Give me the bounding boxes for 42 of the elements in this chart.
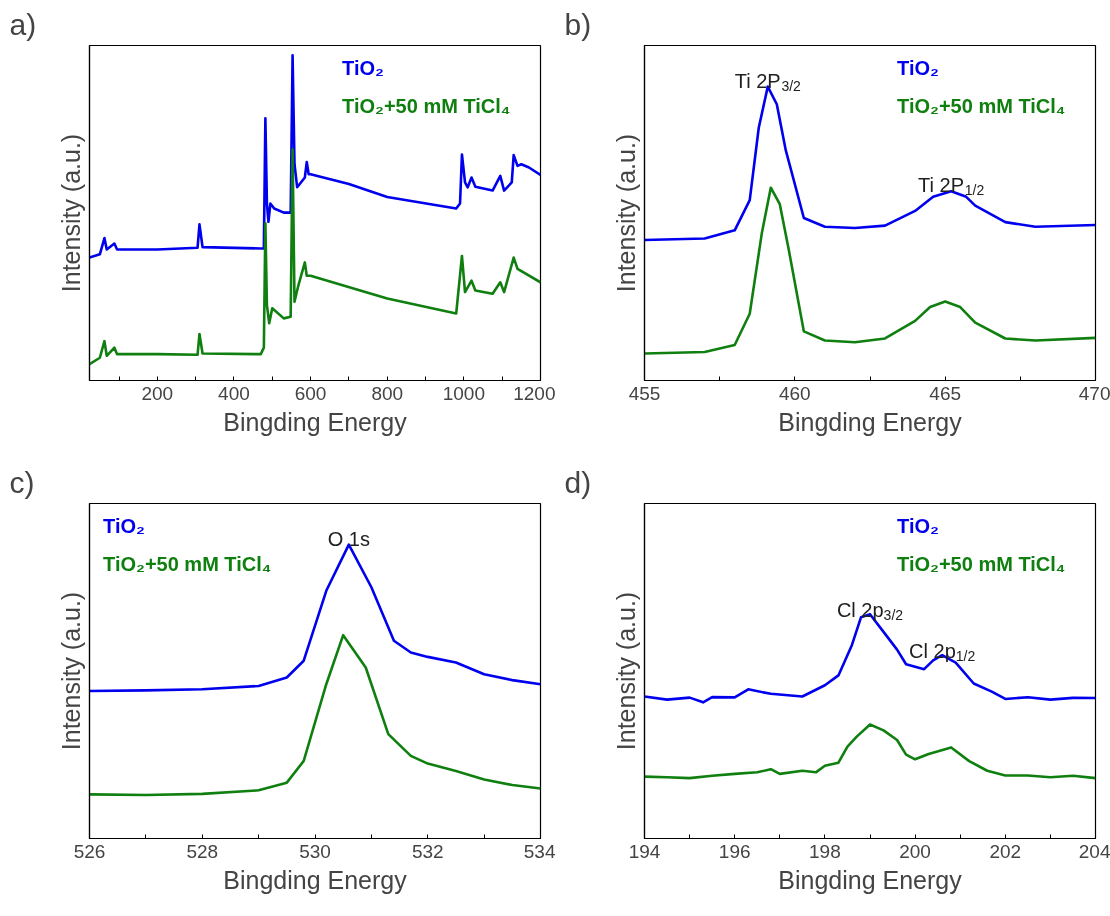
text: TiO₂+50 mM TiCl₄ <box>342 94 511 117</box>
y-axis-title: Intensity (a.u.) <box>56 591 85 751</box>
x-tick-label: 528 <box>186 840 219 862</box>
annotation: O 1s <box>327 527 370 550</box>
x-tick-label: 200 <box>899 840 931 862</box>
x-tick-label: 526 <box>73 840 106 862</box>
x-tick-label: 400 <box>218 382 250 404</box>
x-tick-label: 194 <box>628 840 661 862</box>
x-axis-title: Bingding Energy <box>223 407 408 436</box>
x-tick-label: 455 <box>628 382 661 404</box>
x-tick-label: 532 <box>411 840 444 862</box>
x-tick-label: 1000 <box>442 382 486 404</box>
x-tick-label: 196 <box>718 840 751 862</box>
text: TiO₂+50 mM TiCl₄ <box>103 552 272 575</box>
y-axis-title: Intensity (a.u.) <box>611 133 640 293</box>
text: TiO₂ <box>103 515 145 538</box>
x-tick-label: 1200 <box>513 382 556 404</box>
y-axis-title: Intensity (a.u.) <box>56 133 85 293</box>
text: TiO₂+50 mM TiCl₄ <box>897 552 1066 575</box>
text: TiO₂ <box>897 57 939 80</box>
chart-title: c) <box>9 465 35 499</box>
chart-title: b) <box>564 7 592 41</box>
chart-title: d) <box>564 465 592 499</box>
chart-title: a) <box>9 7 37 41</box>
x-tick-label: 465 <box>929 382 962 404</box>
x-tick-label: 200 <box>141 382 174 404</box>
x-tick-label: 800 <box>371 382 404 404</box>
x-tick-label: 198 <box>809 840 841 862</box>
x-tick-label: 204 <box>1078 840 1110 862</box>
x-axis-title: Bingding Energy <box>778 407 963 436</box>
x-axis-title: Bingding Energy <box>778 865 963 894</box>
x-tick-label: 202 <box>989 840 1022 862</box>
text: TiO₂ <box>897 515 939 538</box>
x-tick-label: 534 <box>523 840 556 862</box>
x-axis-title: Bingding Energy <box>223 865 408 894</box>
y-axis-title: Intensity (a.u.) <box>611 591 640 751</box>
text: TiO₂+50 mM TiCl₄ <box>897 94 1066 117</box>
x-tick-label: 470 <box>1078 382 1110 404</box>
x-tick-label: 600 <box>294 382 327 404</box>
x-tick-label: 460 <box>778 382 811 404</box>
text: TiO₂ <box>342 57 384 80</box>
x-tick-label: 530 <box>299 840 331 862</box>
